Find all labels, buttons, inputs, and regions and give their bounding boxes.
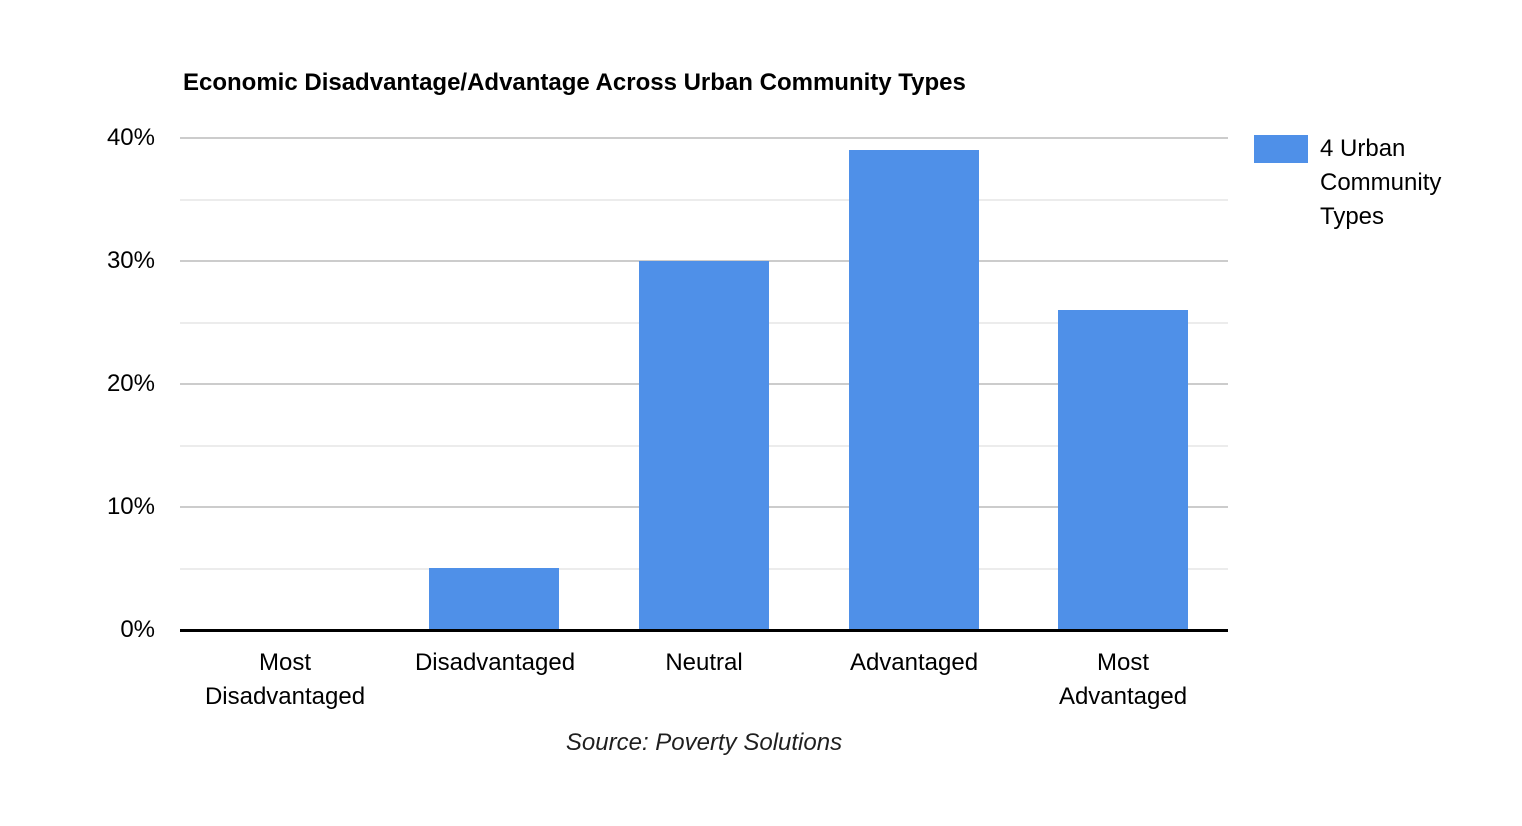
x-axis-line bbox=[180, 629, 1228, 632]
x-axis-tick-label: Most Advantaged bbox=[1058, 649, 1188, 710]
x-axis-tick-label: Most Disadvantaged bbox=[204, 649, 366, 710]
x-axis-tick-label: Neutral bbox=[665, 649, 743, 676]
source-note: Source: Poverty Solutions bbox=[565, 729, 843, 756]
legend-label: 4 Urban Community Types bbox=[1320, 135, 1442, 230]
bar bbox=[639, 261, 769, 630]
y-axis-tick-label: 30% bbox=[106, 247, 155, 274]
bar bbox=[849, 150, 979, 630]
chart-title: Economic Disadvantage/Advantage Across U… bbox=[183, 69, 966, 96]
bar bbox=[1058, 310, 1188, 630]
minor-gridline bbox=[180, 198, 1228, 201]
y-axis-tick-label: 10% bbox=[106, 493, 155, 520]
x-axis-tick-label: Advantaged bbox=[849, 649, 979, 676]
y-axis-tick-label: 40% bbox=[106, 124, 155, 151]
major-gridline bbox=[180, 137, 1228, 139]
x-axis-tick-label: Disadvantaged bbox=[414, 649, 576, 676]
y-axis-tick-label: 0% bbox=[120, 616, 155, 643]
bar bbox=[429, 568, 559, 630]
legend-swatch bbox=[1254, 135, 1308, 163]
legend: 4 Urban Community Types bbox=[1254, 135, 1495, 234]
y-axis-tick-label: 20% bbox=[106, 370, 155, 397]
